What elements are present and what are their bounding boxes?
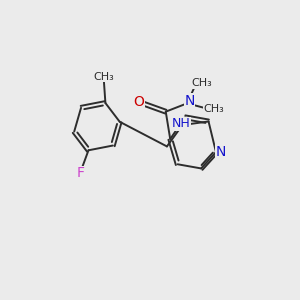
Text: O: O [134,95,144,109]
Text: N: N [216,145,226,159]
Text: CH₃: CH₃ [203,104,224,114]
Text: N: N [184,94,195,108]
Text: F: F [76,167,85,181]
Text: NH: NH [172,117,190,130]
Text: CH₃: CH₃ [94,72,115,82]
Text: CH₃: CH₃ [192,78,212,88]
